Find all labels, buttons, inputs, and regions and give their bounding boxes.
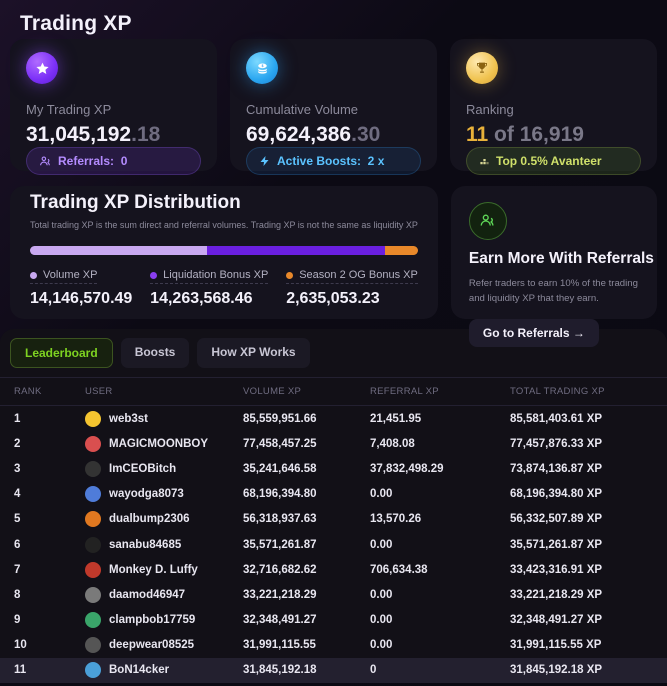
svg-text:$: $ bbox=[261, 64, 263, 68]
